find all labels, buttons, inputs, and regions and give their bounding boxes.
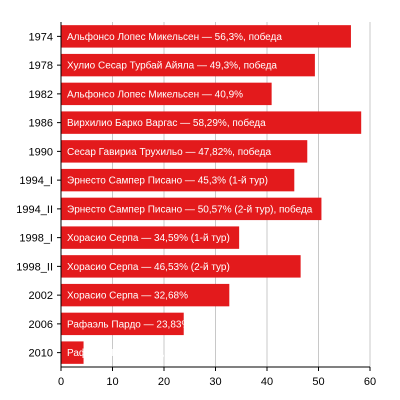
x-tick-label: 0 — [58, 376, 64, 388]
bar-1978 — [61, 53, 315, 77]
x-tick-label: 20 — [158, 376, 170, 388]
bar-label-2002: Хорасио Серпа — 32,68% — [67, 291, 188, 302]
y-axis: 1974 1978 1982 1986 1990 1994_I 1994_II 1998_I 1… — [16, 22, 62, 367]
bar-label-1998_II: Хорасио Серпа — 46,53% (2-й тур) — [67, 262, 230, 273]
y-tick-label-1986: 1986 — [29, 118, 53, 130]
x-tick-label: 40 — [261, 376, 273, 388]
bar-2002 — [61, 283, 230, 307]
bar-1994_I — [61, 168, 295, 192]
bar-label-1990: Сесар Гавириа Трухильо — 47,82%, победа — [67, 146, 271, 158]
grid-lines — [112, 22, 371, 367]
bar-label-1974: Альфонсо Лопес Микельсен — 56,3%, победа — [67, 31, 282, 43]
bar-1990 — [61, 140, 308, 163]
bars-group — [61, 25, 362, 364]
y-tick-label-1974: 1974 — [29, 31, 53, 43]
bar-2010 — [61, 341, 84, 364]
y-tick-label-1990: 1990 — [29, 146, 53, 158]
x-tick-label: 10 — [106, 376, 118, 388]
bar-1974 — [61, 25, 351, 48]
x-tick-label: 50 — [312, 376, 324, 388]
bar-1998_I — [61, 226, 240, 249]
y-tick-label-1982: 1982 — [29, 89, 53, 101]
bar-1986 — [61, 111, 362, 134]
bar-1982 — [61, 82, 272, 106]
bar-label-1978: Хулио Сесар Турбай Айяла — 49,3%, победа — [67, 60, 277, 72]
y-tick-label-1994_II: 1994_II — [16, 204, 53, 216]
bar-1994_II — [61, 197, 322, 221]
bar-label-1982: Альфонсо Лопес Микельсен — 40,9% — [67, 88, 243, 100]
bar-label-2006: Рафаэль Пардо — 23,83% — [67, 318, 190, 330]
bar-1998_II — [61, 255, 301, 278]
bar-label-1998_I: Хорасио Серпа — 34,59% (1-й тур) — [67, 233, 230, 244]
y-tick-label-1998_I: 1998_I — [19, 233, 53, 245]
x-tick-label: 60 — [364, 376, 376, 388]
y-tick-label-1994_I: 1994_I — [19, 175, 53, 187]
bar-label-1994_I: Эрнесто Сампер Писано — 45,3% (1-й тур) — [67, 176, 268, 187]
x-tick-label: 30 — [209, 376, 221, 388]
bar-labels-group: Альфонсо Лопес Микельсен — 56,3%, победа… — [67, 31, 313, 359]
bar-label-1986: Вирхилио Барко Варгас — 58,29%, победа — [67, 117, 266, 129]
y-tick-label-1998_II: 1998_II — [16, 261, 53, 273]
y-tick-label-2010: 2010 — [29, 348, 53, 360]
x-axis: 0 10 20 30 40 50 60 — [58, 366, 376, 388]
y-tick-label-1978: 1978 — [29, 60, 53, 72]
y-tick-label-2006: 2006 — [29, 319, 53, 331]
y-tick-label-2002: 2002 — [29, 290, 53, 302]
bar-label-2010: Рафаэль Пардо — 4,38% — [67, 347, 185, 359]
bar-label-1994_II: Эрнесто Сампер Писано — 50,57% (2-й тур)… — [67, 203, 313, 215]
bar-2006 — [61, 312, 184, 336]
